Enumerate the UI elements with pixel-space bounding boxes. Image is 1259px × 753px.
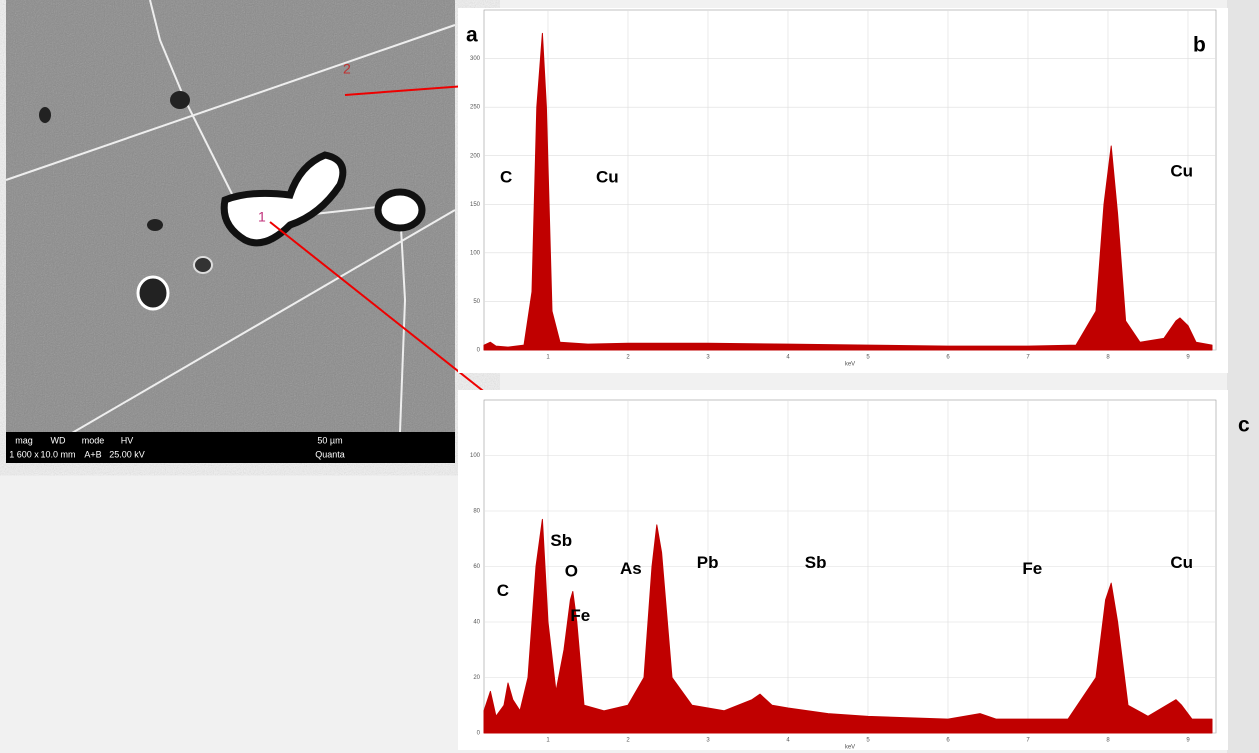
element-label: C [497, 581, 509, 600]
info-header: mode [82, 435, 105, 445]
x-tick-label: 9 [1186, 355, 1190, 361]
x-tick-label: 7 [1026, 355, 1030, 361]
x-tick-label: 4 [786, 738, 790, 744]
side-strip [1227, 0, 1259, 753]
x-tick-label: 5 [866, 738, 870, 744]
spectrum-area [483, 32, 1213, 351]
element-label: Sb [550, 531, 572, 550]
y-tick-label: 100 [470, 453, 481, 459]
y-tick-label: 50 [473, 299, 480, 305]
y-tick-label: 150 [470, 202, 481, 208]
pore [147, 219, 163, 231]
info-value: Quanta [315, 449, 345, 459]
pore [136, 275, 170, 311]
element-label: Cu [1170, 162, 1193, 181]
y-tick-label: 200 [470, 153, 481, 159]
inclusion [374, 188, 426, 232]
element-label: Pb [697, 553, 719, 572]
x-tick-label: 6 [946, 738, 950, 744]
panel-label: a [466, 24, 478, 47]
info-header: WD [51, 435, 66, 445]
x-tick-label: 9 [1186, 738, 1190, 744]
info-header: HV [121, 435, 134, 445]
pore [39, 107, 51, 123]
x-tick-label: 8 [1106, 355, 1110, 361]
info-value: A+B [84, 449, 101, 459]
element-label: Sb [805, 553, 827, 572]
x-tick-label: 6 [946, 355, 950, 361]
point-label: 2 [343, 61, 351, 77]
x-tick-label: 7 [1026, 738, 1030, 744]
y-tick-label: 0 [477, 731, 481, 737]
x-tick-label: 3 [706, 738, 710, 744]
y-tick-label: 250 [470, 105, 481, 111]
info-value: 10.0 mm [40, 449, 75, 459]
x-tick-label: 1 [546, 738, 550, 744]
y-tick-label: 300 [470, 56, 481, 62]
y-tick-label: 20 [473, 675, 480, 681]
element-label: C [500, 168, 512, 187]
y-tick-label: 100 [470, 250, 481, 256]
info-bar [6, 432, 455, 463]
x-tick-label: 2 [626, 355, 630, 361]
inclusion [220, 151, 347, 247]
x-tick-label: 8 [1106, 738, 1110, 744]
x-tick-label: 5 [866, 355, 870, 361]
info-value: 1 600 x [9, 449, 39, 459]
sem-image: 1 2 mag 1 600 x WD 10.0 mm mode A+B HV 25.00 kV… [5, 0, 546, 463]
pore [193, 256, 213, 274]
element-label: As [620, 559, 642, 578]
x-tick-label: 3 [706, 355, 710, 361]
element-label: Cu [596, 168, 619, 187]
panel-label: b [1193, 34, 1206, 57]
info-header: mag [15, 435, 33, 445]
panel-label: c [1238, 414, 1250, 437]
x-axis-label: keV [845, 362, 855, 368]
element-label: Fe [1022, 559, 1042, 578]
pore [170, 91, 190, 109]
spectrum-area [483, 518, 1213, 734]
x-axis-label: keV [845, 745, 855, 751]
element-label: O [565, 562, 578, 581]
x-tick-label: 2 [626, 738, 630, 744]
info-header: 50 µm [317, 435, 342, 445]
y-tick-label: 40 [473, 620, 480, 626]
point-label: 1 [258, 209, 266, 225]
element-label: Cu [1170, 553, 1193, 572]
element-label: Fe [570, 606, 590, 625]
y-tick-label: 80 [473, 509, 480, 515]
y-tick-label: 0 [477, 348, 481, 354]
y-tick-label: 60 [473, 564, 480, 570]
x-tick-label: 4 [786, 355, 790, 361]
info-value: 25.00 kV [109, 449, 145, 459]
x-tick-label: 1 [546, 355, 550, 361]
